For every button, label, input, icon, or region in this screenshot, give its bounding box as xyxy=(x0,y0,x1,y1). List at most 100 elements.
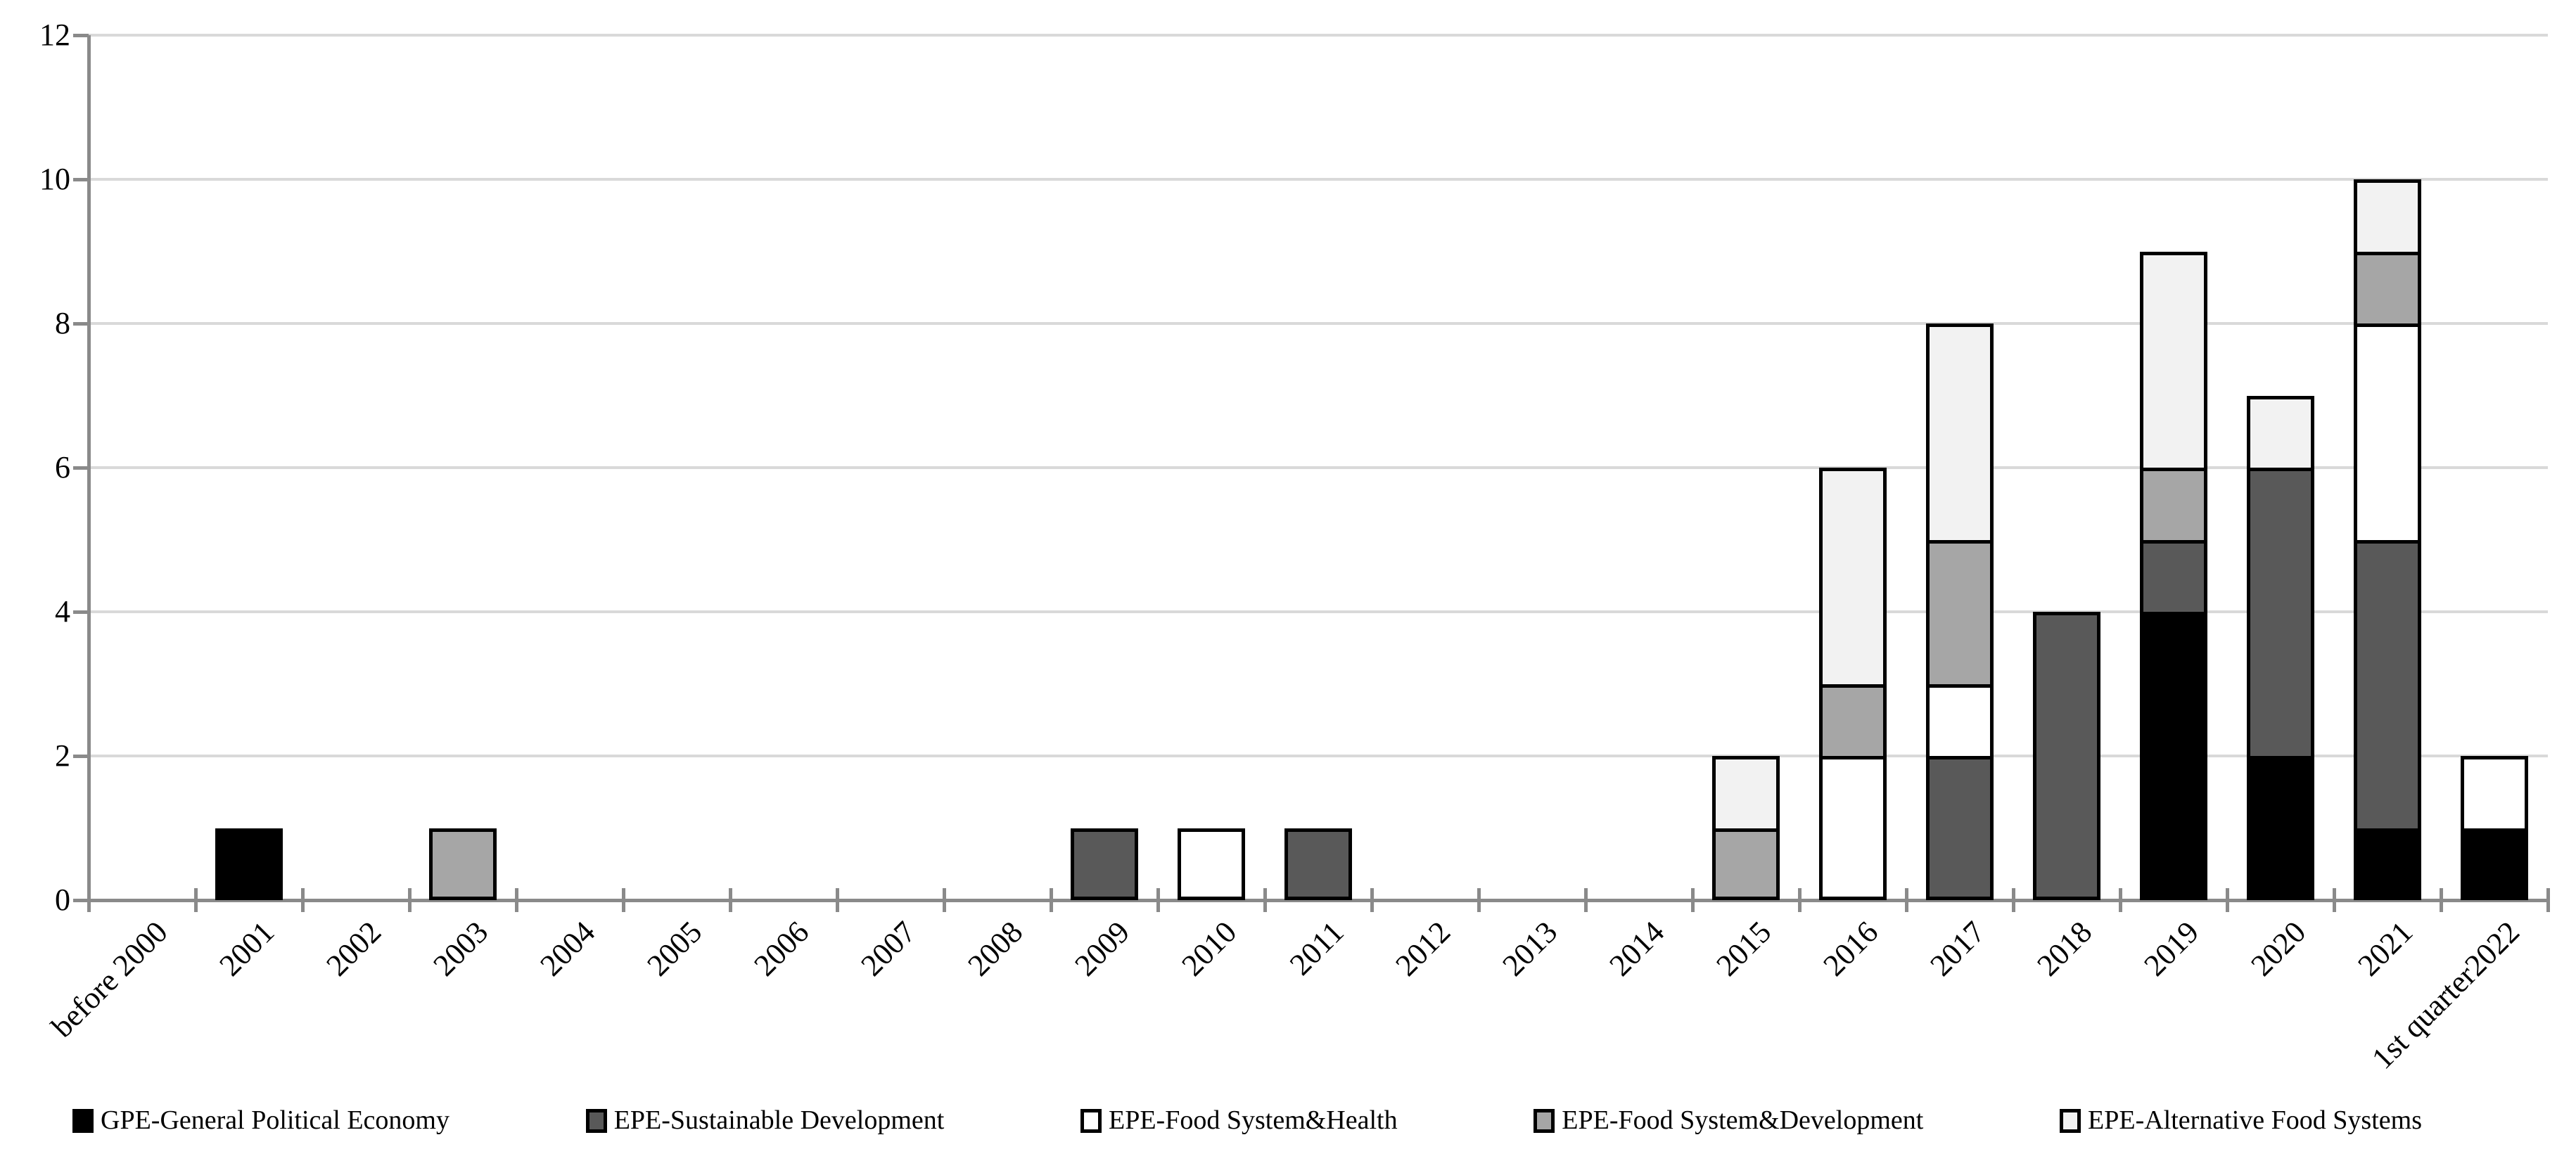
y-axis-tick-label: 0 xyxy=(55,883,70,917)
bar-segment xyxy=(1284,828,1352,900)
gridline xyxy=(89,178,2548,181)
x-axis-tick xyxy=(1798,888,1802,912)
y-axis-tick xyxy=(73,466,89,470)
bar-segment xyxy=(2247,468,2314,756)
x-axis-tick xyxy=(2333,888,2336,912)
bar-segment xyxy=(2461,828,2528,900)
legend-item: EPE-Food System&Development xyxy=(1534,1105,1924,1136)
bar-segment xyxy=(2140,539,2207,612)
legend-item: GPE-General Political Economy xyxy=(72,1105,449,1136)
x-axis-category-label: 2011 xyxy=(1282,914,1351,982)
x-axis-category-label: 2018 xyxy=(2030,914,2099,983)
x-axis-category-label: 2020 xyxy=(2244,914,2313,983)
gridline xyxy=(89,34,2548,37)
y-axis-tick-label: 6 xyxy=(55,450,70,485)
x-axis-tick xyxy=(301,888,305,912)
x-axis-tick xyxy=(1263,888,1267,912)
bar-segment xyxy=(1071,828,1138,900)
x-axis-tick xyxy=(408,888,412,912)
y-axis-tick xyxy=(73,322,89,326)
x-axis-category-label: 2012 xyxy=(1389,914,1458,983)
x-axis-category-label: 2014 xyxy=(1602,914,1671,983)
bar-segment xyxy=(2354,828,2421,900)
legend-swatch xyxy=(2060,1108,2081,1133)
x-axis-category-label: 2006 xyxy=(747,914,816,983)
x-axis-tick xyxy=(1905,888,1908,912)
legend-label: EPE-Food System&Health xyxy=(1109,1105,1398,1136)
x-axis-tick xyxy=(1691,888,1695,912)
legend-swatch xyxy=(585,1108,607,1133)
legend-item: EPE-Alternative Food Systems xyxy=(2060,1105,2422,1136)
y-axis-tick xyxy=(73,34,89,37)
legend-swatch xyxy=(1080,1108,1102,1133)
x-axis-tick xyxy=(943,888,946,912)
legend-label: EPE-Alternative Food Systems xyxy=(2088,1105,2422,1136)
bar-segment xyxy=(1819,684,1887,756)
bar-segment xyxy=(2247,756,2314,900)
x-axis-tick xyxy=(1050,888,1053,912)
legend-item: EPE-Sustainable Development xyxy=(585,1105,945,1136)
legend: GPE-General Political Economy EPE-Sustain… xyxy=(72,1103,2422,1139)
x-axis-tick xyxy=(622,888,625,912)
x-axis-tick xyxy=(1370,888,1374,912)
x-axis-category-label: 2003 xyxy=(426,914,495,983)
y-axis-tick xyxy=(73,755,89,758)
bar-segment xyxy=(1926,684,1994,756)
x-axis-tick xyxy=(1477,888,1481,912)
y-axis-tick-label: 2 xyxy=(55,738,70,773)
bar-segment xyxy=(215,828,283,900)
x-axis-category-label: 2001 xyxy=(212,914,281,983)
x-axis-category-label: 2013 xyxy=(1496,914,1564,983)
y-axis-tick-label: 4 xyxy=(55,594,70,629)
x-axis-tick xyxy=(194,888,198,912)
bar-segment xyxy=(1819,468,1887,684)
bar-segment xyxy=(2140,612,2207,900)
x-axis-category-label: 2007 xyxy=(854,914,923,983)
bar-segment xyxy=(2247,395,2314,468)
x-axis-tick xyxy=(1584,888,1588,912)
x-axis-category-label: 2019 xyxy=(2137,914,2206,983)
legend-item: EPE-Food System&Health xyxy=(1080,1105,1398,1136)
x-axis-category-label: 2010 xyxy=(1175,914,1244,983)
legend-label: EPE-Sustainable Development xyxy=(613,1105,945,1136)
x-axis-tick xyxy=(515,888,518,912)
x-axis-tick xyxy=(2546,888,2550,912)
x-axis-tick xyxy=(2119,888,2122,912)
y-axis-tick-label: 12 xyxy=(39,18,70,52)
y-axis-line xyxy=(87,35,91,912)
gridline xyxy=(89,322,2548,325)
legend-swatch xyxy=(72,1108,94,1133)
y-axis-tick xyxy=(73,899,89,902)
x-axis-category-label: 2005 xyxy=(640,914,709,983)
x-axis-tick xyxy=(2226,888,2229,912)
y-axis-tick-label: 8 xyxy=(55,306,70,340)
x-axis-category-label: before 2000 xyxy=(44,914,174,1044)
bar-segment xyxy=(2140,251,2207,468)
x-axis-tick xyxy=(836,888,839,912)
x-axis-category-label: 2009 xyxy=(1068,914,1137,983)
bar-segment xyxy=(1926,539,1994,684)
x-axis-line xyxy=(87,899,2548,902)
bar-segment xyxy=(2354,251,2421,323)
x-axis-category-label: 2008 xyxy=(961,914,1030,983)
bar-segment xyxy=(1712,756,1780,828)
y-axis-tick-label: 10 xyxy=(39,162,70,196)
y-axis-tick xyxy=(73,178,89,181)
bar-segment xyxy=(1819,756,1887,900)
gridline xyxy=(89,755,2548,757)
x-axis-category-label: 2002 xyxy=(319,914,388,983)
bar-segment xyxy=(1178,828,1245,900)
x-axis-tick xyxy=(2012,888,2015,912)
y-axis-tick xyxy=(73,610,89,614)
x-axis-category-label: 2015 xyxy=(1709,914,1778,983)
legend-label: GPE-General Political Economy xyxy=(101,1105,449,1136)
x-axis-tick xyxy=(729,888,732,912)
x-axis-tick xyxy=(2440,888,2443,912)
bar-segment xyxy=(2140,468,2207,540)
x-axis-category-label: 2021 xyxy=(2351,914,2420,983)
bar-segment xyxy=(1926,323,1994,540)
x-axis-tick xyxy=(1156,888,1160,912)
bar-segment xyxy=(1712,828,1780,900)
legend-label: EPE-Food System&Development xyxy=(1562,1105,1924,1136)
